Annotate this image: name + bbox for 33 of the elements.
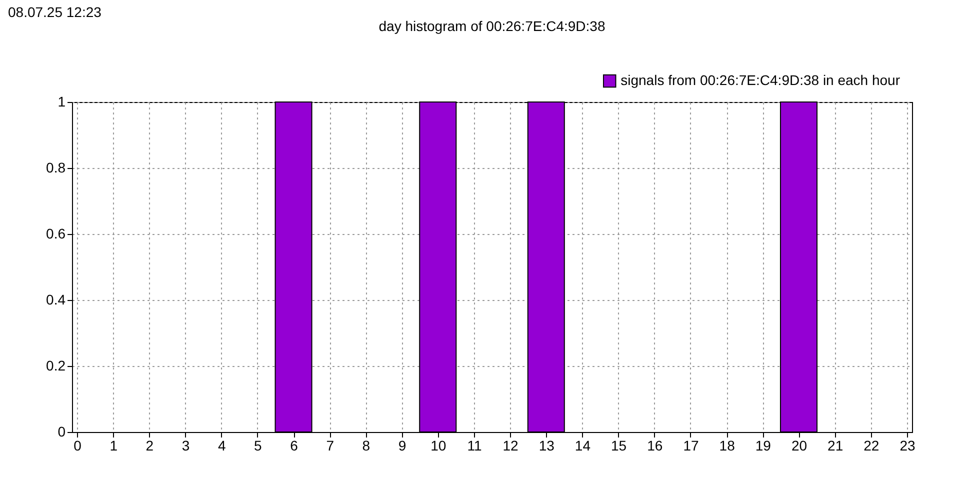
x-tick-label: 11	[467, 438, 482, 454]
x-tick-label: 2	[146, 438, 154, 454]
x-tick-label: 13	[538, 438, 555, 454]
y-tick-label: 0.4	[46, 292, 66, 308]
x-tick-label: 1	[110, 438, 118, 454]
x-tick-label: 5	[254, 438, 262, 454]
y-tick-label: 0.2	[46, 358, 66, 374]
x-tick-label: 19	[755, 438, 772, 454]
x-tick-label: 9	[398, 438, 406, 454]
x-tick-label: 3	[182, 438, 190, 454]
x-tick-label: 22	[864, 438, 880, 454]
x-tick-label: 6	[290, 438, 298, 454]
x-tick-label: 12	[502, 438, 519, 454]
x-tick-label: 18	[719, 438, 736, 454]
legend-label: signals from 00:26:7E:C4:9D:38 in each hour	[620, 72, 900, 88]
x-tick-label: 15	[611, 438, 627, 454]
x-tick-label: 14	[574, 438, 591, 454]
y-tick-label: 0	[58, 424, 66, 440]
x-tick-label: 8	[362, 438, 370, 454]
x-tick-label: 10	[430, 438, 446, 454]
text: 08.07.25 12:23	[8, 4, 102, 20]
x-tick-label: 0	[74, 438, 82, 454]
x-tick-label: 20	[791, 438, 808, 454]
x-tick-label: 7	[326, 438, 334, 454]
y-tick-label: 1	[58, 94, 66, 110]
x-tick-label: 4	[218, 438, 226, 454]
x-tick-label: 23	[900, 438, 916, 454]
x-tick-label: 16	[647, 438, 663, 454]
x-tick-label: 21	[828, 438, 844, 454]
y-tick-label: 0.6	[46, 226, 66, 242]
chart-title: day histogram of 00:26:7E:C4:9D:38	[378, 18, 606, 34]
x-tick-label: 17	[683, 438, 699, 454]
y-tick-label: 0.8	[46, 160, 66, 176]
